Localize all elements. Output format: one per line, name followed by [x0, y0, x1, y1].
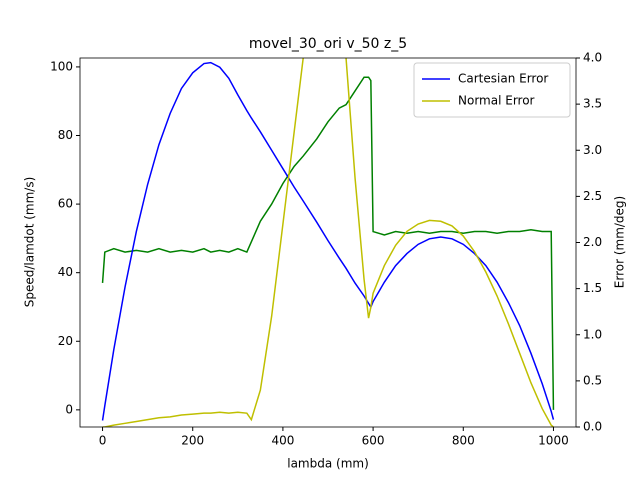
chart-title: movel_30_ori v_50 z_5 — [249, 36, 407, 52]
y-tick-label: 60 — [58, 197, 73, 211]
y2-tick-label: 1.5 — [583, 281, 602, 295]
axes-frame — [79, 57, 577, 428]
y2-tick-label: 1.0 — [583, 327, 602, 341]
x-tick-label: 800 — [452, 434, 475, 448]
series-line — [101, 76, 555, 410]
y2-tick-label: 3.0 — [583, 143, 602, 157]
x-tick-label: 400 — [271, 434, 294, 448]
y-tick-label: 80 — [58, 128, 73, 142]
series-line — [102, 58, 554, 427]
y2-tick-label: 0.0 — [583, 420, 602, 434]
y-tick-label: 100 — [50, 59, 73, 73]
y2-axis-label: Error (mm/deg) — [613, 196, 627, 288]
y2-tick-label: 3.5 — [583, 97, 602, 111]
y-tick-label: 20 — [58, 334, 73, 348]
y2-tick-label: 0.5 — [583, 373, 602, 387]
x-tick-label: 600 — [362, 434, 385, 448]
y2-tick-label: 2.0 — [583, 235, 602, 249]
y-tick-label: 40 — [58, 265, 73, 279]
x-axis-label: lambda (mm) — [287, 457, 369, 471]
x-tick-label: 0 — [99, 434, 107, 448]
y2-tick-label: 4.0 — [583, 51, 602, 65]
x-tick-label: 200 — [181, 434, 204, 448]
y-axis-label: Speed/lamdot (mm/s) — [23, 177, 37, 308]
x-tick-label: 1000 — [538, 434, 569, 448]
y-tick-label: 0 — [65, 402, 73, 416]
legend-box — [413, 62, 571, 118]
legend-label: Normal Error — [458, 94, 535, 108]
legend-label: Cartesian Error — [458, 72, 548, 86]
y2-tick-label: 2.5 — [583, 189, 602, 203]
plot-area — [101, 58, 555, 427]
